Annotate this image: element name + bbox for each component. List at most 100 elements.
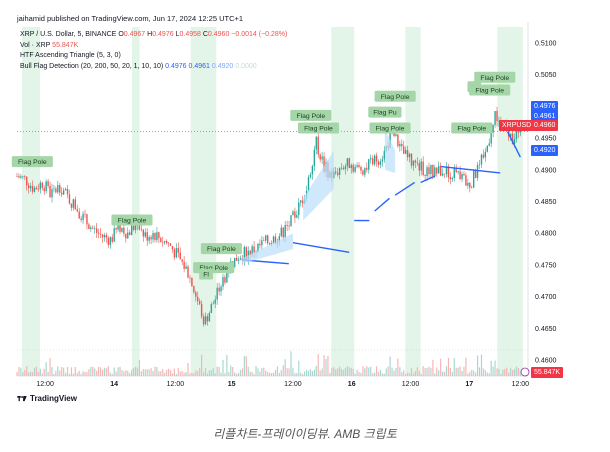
- volume-bar: [410, 367, 413, 376]
- candle-body: [47, 181, 49, 186]
- candle-body: [72, 199, 75, 208]
- volume-bar: [125, 370, 127, 376]
- candle-body: [317, 136, 319, 155]
- legend-symbol-row[interactable]: XRP / U.S. Dollar, 5, BINANCE O0.4967 H0…: [20, 30, 287, 41]
- candle: [233, 257, 236, 268]
- volume-bar: [292, 367, 294, 376]
- chart-area[interactable]: 0.51000.50500.50000.49500.49000.48500.48…: [0, 0, 610, 392]
- legend-indicator-bullflag[interactable]: Bull Flag Detection (20, 200, 50, 20, 1,…: [20, 62, 287, 73]
- candle-body: [16, 176, 18, 177]
- candle-body: [88, 224, 90, 229]
- volume-bar: [269, 372, 271, 376]
- volume-bar: [276, 366, 279, 376]
- candle-body: [335, 171, 337, 173]
- candle-body: [127, 232, 129, 239]
- volume-bar: [408, 373, 411, 376]
- volume-bar: [339, 366, 341, 376]
- volume-bar: [88, 369, 90, 376]
- tradingview-logo[interactable]: TradingView: [17, 394, 77, 403]
- candle: [426, 165, 428, 182]
- volume-bar: [146, 369, 148, 376]
- candle-body: [181, 259, 183, 262]
- volume-bar: [399, 367, 401, 376]
- volume-bar: [476, 355, 479, 376]
- candle: [202, 313, 205, 327]
- candle: [259, 239, 261, 249]
- volume-bar: [348, 367, 350, 376]
- legend-indicator-triangle[interactable]: HTF Ascending Triangle (5, 3, 0): [20, 52, 121, 59]
- candle-body: [239, 258, 242, 260]
- candle-body: [438, 165, 440, 174]
- flag-pole-label-box: [199, 268, 213, 280]
- candle-body: [64, 188, 67, 191]
- volume-bar: [284, 359, 286, 376]
- candle-body: [51, 189, 53, 198]
- volume-bar: [241, 368, 244, 376]
- candle: [428, 162, 430, 179]
- candle-body: [377, 161, 380, 165]
- candle-body: [509, 133, 512, 137]
- legend-high: 0.4976: [152, 31, 174, 38]
- volume-bar: [39, 368, 41, 376]
- volume-bar: [298, 360, 300, 376]
- candle: [424, 174, 426, 181]
- volume-bar: [385, 368, 387, 376]
- volume-bar: [33, 367, 36, 376]
- candle-body: [99, 233, 102, 235]
- candle: [288, 220, 290, 231]
- candle: [163, 240, 166, 245]
- volume-bar: [101, 369, 104, 376]
- candles-group: [16, 106, 522, 327]
- candle-body: [447, 166, 450, 178]
- candle: [123, 225, 125, 237]
- y-tick-label: 0.4800: [535, 231, 557, 238]
- volume-bar: [300, 372, 302, 376]
- candle-body: [441, 173, 444, 176]
- volume-bar: [28, 372, 30, 376]
- candle-body: [482, 154, 485, 158]
- candle: [41, 181, 43, 191]
- flag-pole-label-box: [111, 214, 153, 226]
- volume-bar: [90, 366, 92, 376]
- legend-bullflag-v3: 0.4920: [211, 62, 234, 70]
- candle: [88, 222, 90, 230]
- candle-body: [280, 227, 282, 237]
- volume-bar: [304, 371, 306, 376]
- candle-body: [70, 203, 73, 208]
- volume-bar: [426, 368, 428, 376]
- volume-bar: [78, 370, 80, 376]
- volume-bar: [179, 371, 181, 376]
- candle: [317, 133, 319, 159]
- volume-bar: [185, 372, 187, 376]
- candle-body: [451, 178, 454, 180]
- volume-bar: [354, 373, 356, 376]
- candle-body: [68, 194, 71, 204]
- candle-body: [226, 272, 228, 283]
- candle: [463, 171, 465, 177]
- volume-bar: [502, 369, 504, 376]
- volume-bar: [420, 373, 422, 376]
- flag-pole-label-text: Flag Pole: [457, 126, 486, 133]
- legend-volume-row[interactable]: Vol · XRP 55.847K: [20, 41, 287, 52]
- volume-bar: [313, 369, 315, 376]
- volume-bar: [218, 367, 220, 376]
- volume-bar: [228, 372, 230, 376]
- candle-body: [455, 168, 457, 173]
- volume-bar: [191, 372, 193, 376]
- volume-bar: [210, 370, 212, 376]
- volume-bar: [327, 355, 329, 376]
- volume-bar: [160, 371, 162, 376]
- flag-pole-label-text: Flag Pole: [480, 75, 509, 82]
- candle-body: [422, 161, 424, 176]
- candle-body: [348, 158, 351, 169]
- candle: [24, 175, 26, 180]
- candle: [379, 158, 382, 169]
- moving-average-line: [441, 165, 501, 174]
- volume-bar: [319, 370, 321, 376]
- volume-bar: [20, 367, 22, 376]
- candle-body: [185, 266, 187, 269]
- flag-pole-label-box: [11, 156, 53, 168]
- price-chart[interactable]: 0.51000.50500.50000.49500.49000.48500.48…: [0, 0, 610, 392]
- candle: [37, 184, 40, 192]
- flag-pole-label-box: [200, 243, 242, 255]
